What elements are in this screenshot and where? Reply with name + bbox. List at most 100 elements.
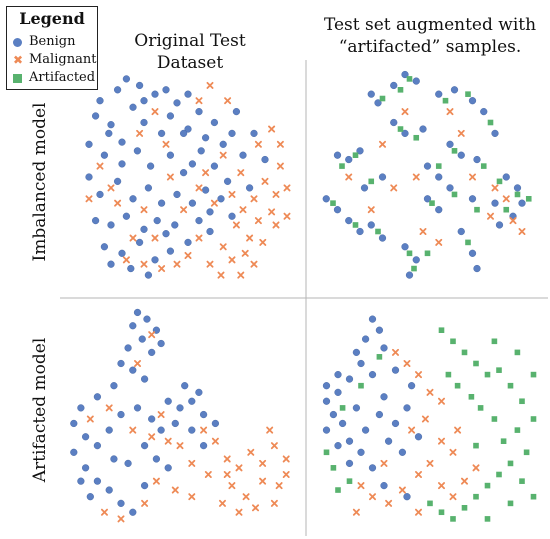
scatter-point-benign (144, 271, 153, 279)
scatter-point-benign (206, 227, 214, 236)
scatter-point-artifacted (473, 493, 479, 500)
scatter-point-artifacted (451, 148, 458, 154)
scatter-point-malignant (237, 169, 245, 177)
scatter-point-malignant (223, 471, 231, 478)
scatter-point-benign (100, 151, 109, 159)
scatter-point-benign (219, 140, 227, 148)
scatter-point-malignant (390, 184, 398, 192)
scatter-point-artifacted (450, 338, 456, 345)
scatter-point-benign (322, 397, 331, 405)
scatter-point-benign (412, 77, 420, 85)
scatter-point-benign (136, 238, 144, 247)
scatter-point-benign (495, 221, 504, 229)
scatter-point-benign (446, 184, 454, 192)
scatter-point-malignant (412, 173, 420, 181)
scatter-point-malignant (86, 415, 94, 423)
scatter-point-malignant (270, 442, 278, 450)
scatter-point-benign (164, 397, 172, 405)
scatter-point-artifacted (484, 371, 491, 378)
scatter-point-artifacted (496, 367, 502, 373)
scatter-point-benign (367, 90, 375, 98)
scatter-point-benign (224, 177, 232, 185)
scatter-point-malignant (457, 129, 465, 137)
scatter-point-malignant (129, 426, 137, 434)
scatter-point-benign (261, 155, 269, 164)
scatter-point-benign (333, 151, 342, 159)
scatter-point-benign (345, 459, 354, 468)
scatter-point-malignant (239, 206, 247, 214)
scatter-point-benign (107, 260, 115, 268)
scatter-point-malignant (415, 508, 422, 516)
scatter-point-artifacted (379, 95, 386, 102)
scatter-point-benign (378, 173, 387, 181)
scatter-point-benign (184, 90, 192, 98)
scatter-point-artifacted (429, 200, 435, 206)
scatter-point-malignant (107, 184, 115, 192)
scatter-point-benign (246, 184, 254, 192)
scatter-point-malignant (449, 448, 457, 456)
scatter-point-benign (250, 129, 258, 138)
scatter-point-benign (473, 155, 481, 164)
scatter-point-malignant (367, 206, 375, 214)
scatter-point-malignant (164, 437, 172, 445)
scatter-point-malignant (180, 206, 188, 214)
scatter-point-malignant (228, 190, 236, 198)
scatter-point-benign (85, 173, 93, 181)
scatter-point-malignant (136, 129, 144, 137)
scatter-point-benign (197, 147, 205, 155)
scatter-point-benign (158, 199, 166, 207)
scatter-point-benign (110, 455, 118, 463)
scatter-point-malignant (206, 81, 214, 89)
scatter-point-malignant (254, 140, 262, 148)
scatter-point-artifacted (346, 478, 353, 484)
scatter-point-benign (118, 160, 126, 168)
scatter-point-malignant (270, 499, 278, 507)
scatter-point-malignant (426, 388, 434, 396)
scatter-point-malignant (392, 348, 399, 356)
scatter-point-malignant (204, 471, 212, 478)
scatter-point-malignant (268, 125, 276, 133)
scatter-point-malignant (129, 234, 137, 242)
scatter-point-malignant (408, 426, 416, 434)
scatter-point-benign (345, 437, 354, 445)
scatter-point-benign (473, 264, 481, 273)
scatter-point-benign (184, 125, 192, 133)
scatter-point-artifacted (474, 206, 480, 213)
scatter-point-benign (491, 129, 499, 138)
scatter-point-benign (110, 382, 118, 390)
scatter-point-artifacted (450, 516, 456, 522)
scatter-point-benign (435, 173, 443, 181)
scatter-point-benign (200, 410, 208, 419)
scatter-point-malignant (157, 411, 165, 419)
scatter-point-malignant (195, 184, 203, 192)
scatter-point-malignant (210, 199, 218, 207)
scatter-point-malignant (379, 140, 386, 148)
scatter-point-malignant (217, 271, 225, 279)
scatter-point-benign (181, 382, 189, 390)
scatter-point-malignant (228, 256, 236, 264)
scatter-point-benign (91, 112, 100, 120)
scatter-point-malignant (114, 199, 122, 207)
scatter-point-malignant (85, 195, 93, 203)
scatter-point-benign (180, 169, 188, 177)
scatter-point-malignant (96, 162, 104, 170)
scatter-point-benign (118, 138, 126, 146)
column-title-line: Test set augmented with (323, 15, 537, 35)
scatter-point-malignant (502, 195, 510, 203)
scatter-point-benign (391, 419, 400, 428)
scatter-point-benign (118, 249, 126, 257)
scatter-point-benign (403, 404, 411, 412)
scatter-point-benign (518, 199, 526, 207)
scatter-point-benign (162, 86, 170, 94)
scatter-point-benign (239, 151, 247, 159)
scatter-point-benign (378, 234, 387, 242)
scatter-point-artifacted (530, 371, 537, 378)
scatter-point-malignant (380, 459, 388, 467)
scatter-point-malignant (246, 234, 254, 242)
scatter-point-malignant (219, 243, 227, 251)
scatter-point-benign (171, 221, 179, 229)
square-marker-icon (13, 74, 22, 83)
scatter-point-malignant (252, 504, 260, 512)
scatter-point-benign (70, 448, 78, 456)
scatter-point-artifacted (465, 91, 471, 97)
